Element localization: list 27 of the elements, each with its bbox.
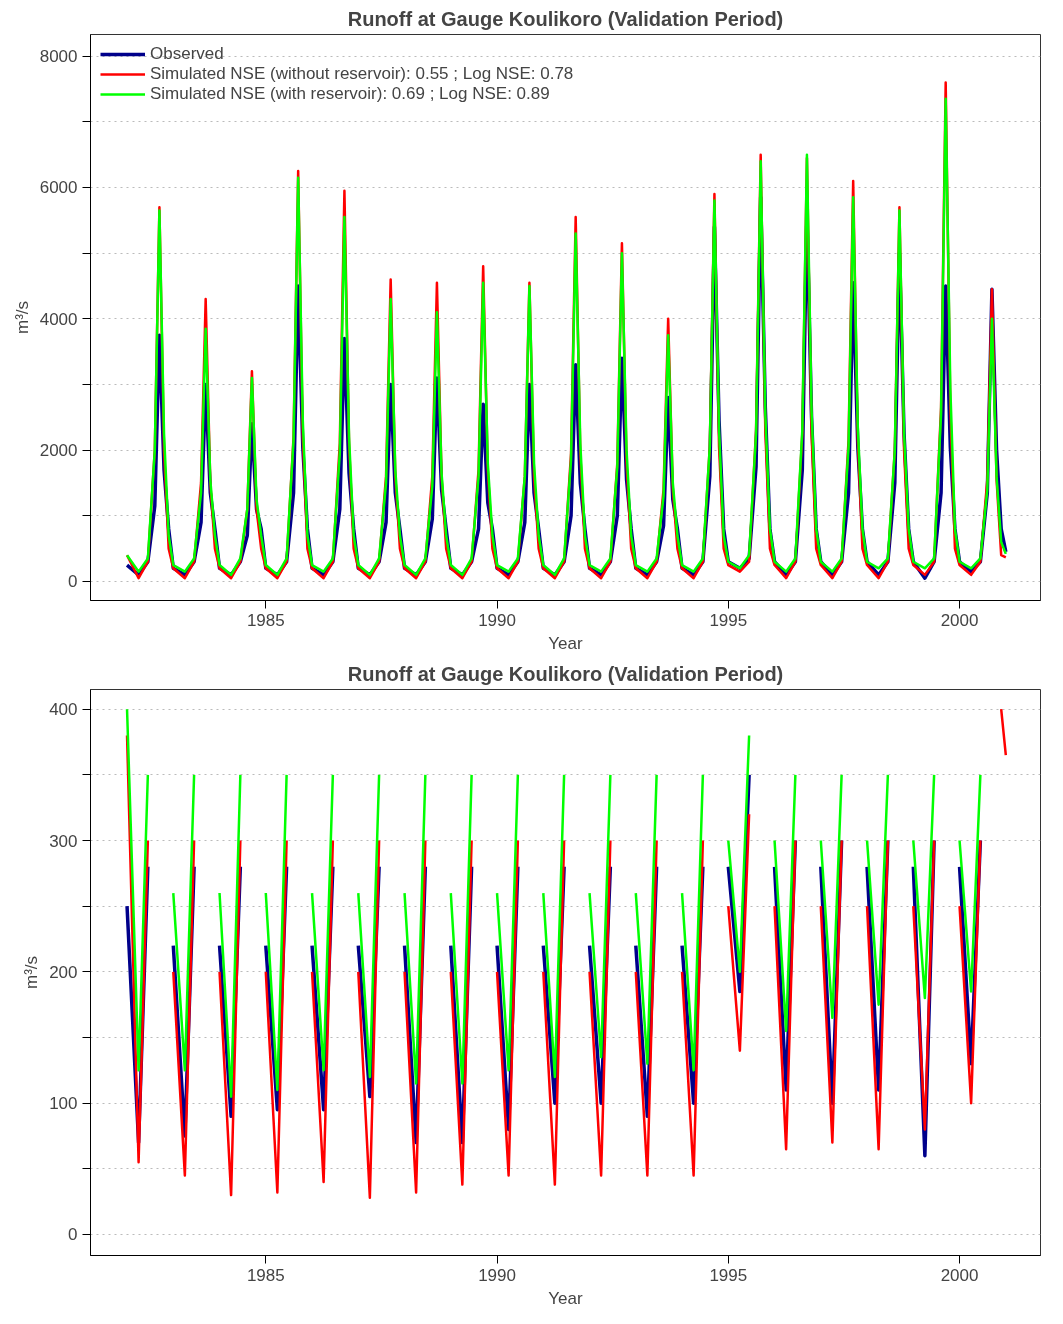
x-tick-label: 2000 bbox=[940, 610, 979, 630]
x-axis-title: Year bbox=[548, 1288, 584, 1308]
y-tick-label: 0 bbox=[68, 1225, 78, 1245]
y-tick-label: 8000 bbox=[39, 47, 78, 67]
x-tick-label: 1995 bbox=[709, 610, 748, 630]
x-axis-title: Year bbox=[548, 633, 584, 653]
y-tick-label: 2000 bbox=[39, 441, 78, 461]
legend-label: Simulated NSE (with reservoir): 0.69 ; Log NSE: 0.89 bbox=[150, 84, 550, 104]
x-tick-label: 1995 bbox=[709, 1265, 748, 1285]
y-tick-label: 0 bbox=[68, 572, 78, 592]
legend-label: Observed bbox=[150, 44, 224, 64]
legend-label: Simulated NSE (without reservoir): 0.55 ; Log NSE: 0.78 bbox=[150, 64, 574, 84]
chart-title: Runoff at Gauge Koulikoro (Validation Period) bbox=[347, 7, 784, 30]
y-tick-label: 100 bbox=[49, 1094, 78, 1114]
y-axis-title: m³/s bbox=[12, 300, 32, 335]
y-axis-title: m³/s bbox=[22, 955, 42, 990]
y-tick-label: 400 bbox=[49, 700, 78, 720]
chart-title: Runoff at Gauge Koulikoro (Validation Period) bbox=[347, 662, 784, 685]
x-tick-label: 1985 bbox=[246, 610, 285, 630]
y-tick-label: 6000 bbox=[39, 178, 78, 198]
x-tick-label: 2000 bbox=[940, 1265, 979, 1285]
x-tick-label: 1990 bbox=[478, 610, 516, 630]
x-tick-label: 1985 bbox=[246, 1265, 285, 1285]
y-tick-label: 4000 bbox=[39, 309, 78, 329]
y-tick-label: 300 bbox=[49, 831, 78, 851]
x-tick-label: 1990 bbox=[478, 1265, 516, 1285]
y-tick-label: 200 bbox=[49, 962, 78, 982]
